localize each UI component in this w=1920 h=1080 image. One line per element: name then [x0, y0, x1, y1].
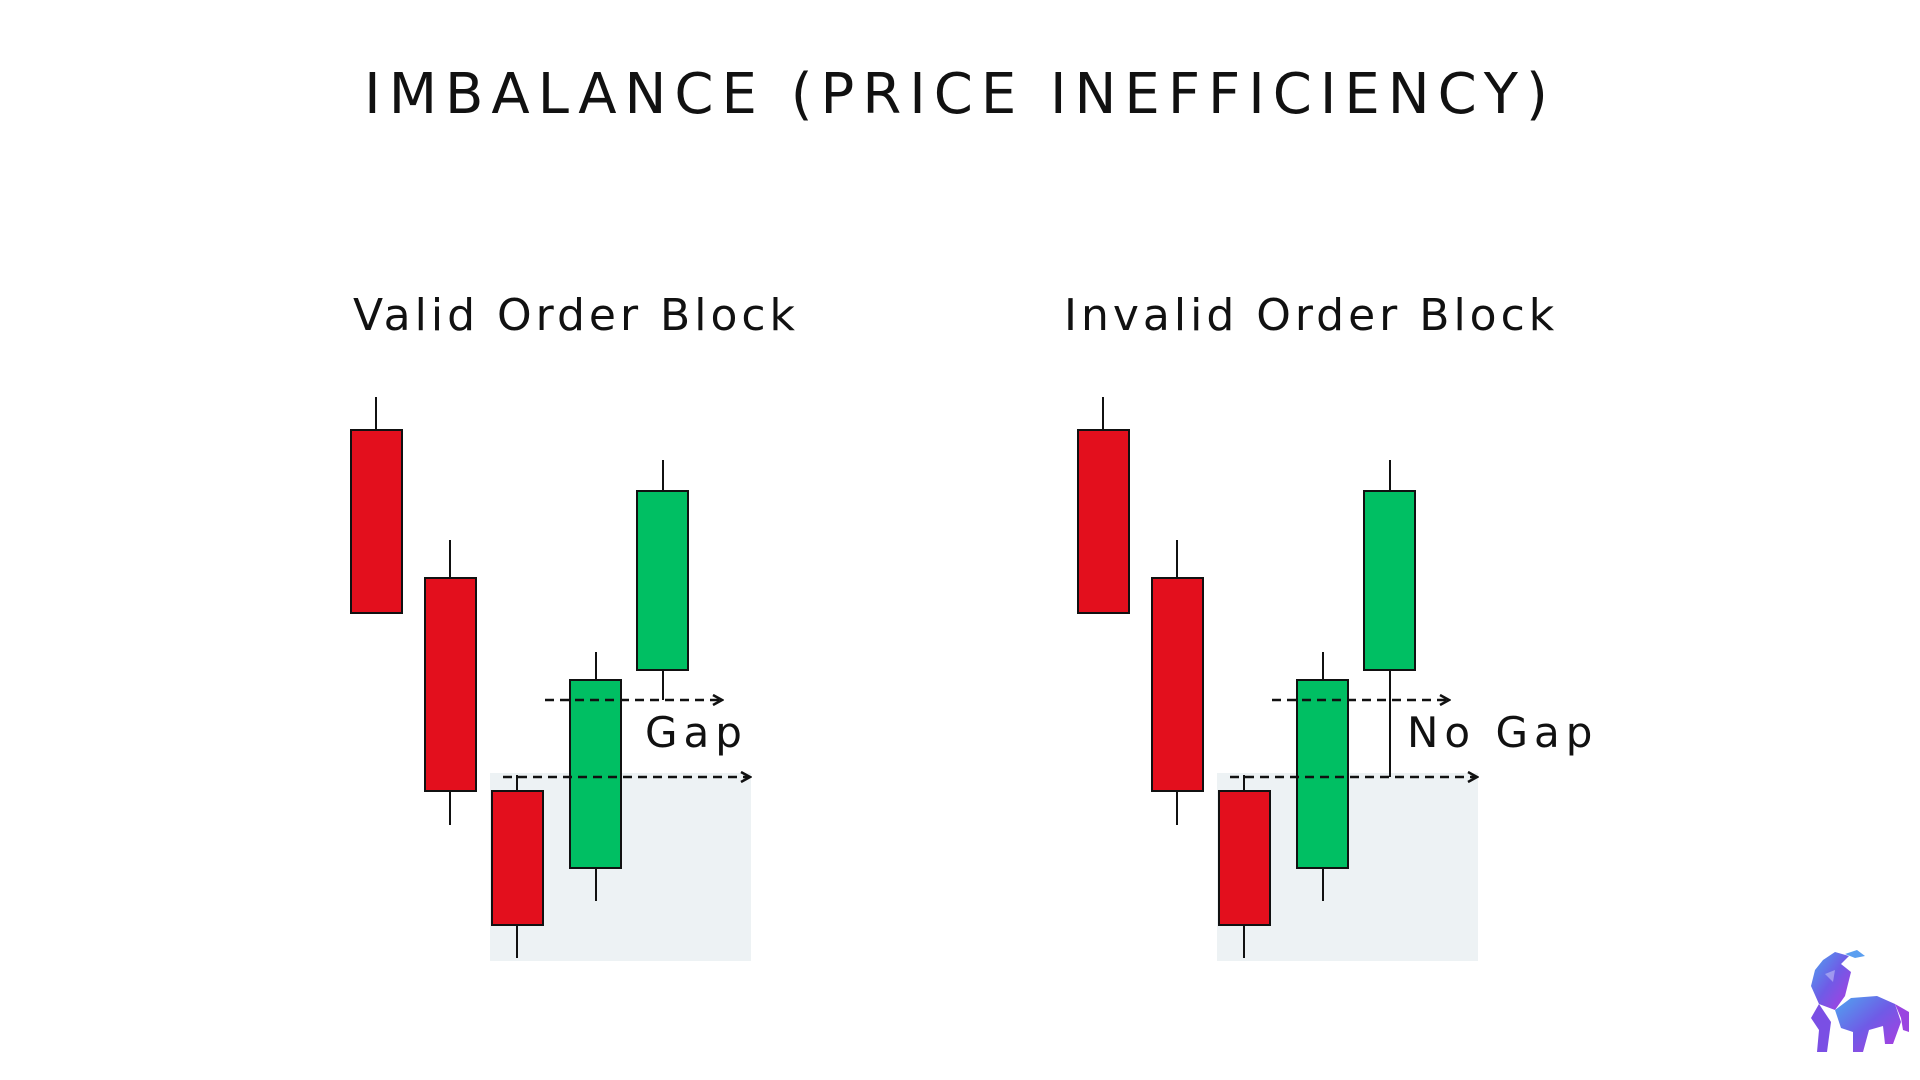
no-gap-annotation: No Gap [1407, 708, 1599, 757]
page-title: IMBALANCE (PRICE INEFFICIENCY) [364, 62, 1556, 127]
bearish-candle [1151, 540, 1204, 825]
invalid-order-block-panel [1077, 397, 1478, 961]
order-block-candle [491, 775, 544, 958]
bearish-candle [424, 540, 477, 825]
valid-order-block-panel [350, 397, 751, 961]
bullish-candle [1363, 460, 1416, 777]
bearish-candle [1077, 397, 1130, 614]
bullish-candle [569, 652, 622, 901]
bearish-candle [350, 397, 403, 614]
valid-order-block-label: Valid Order Block [353, 290, 800, 341]
bullish-candle [636, 460, 689, 700]
bullish-candle [1296, 652, 1349, 901]
order-block-candle [1218, 775, 1271, 958]
invalid-order-block-label: Invalid Order Block [1064, 290, 1559, 341]
gap-annotation: Gap [645, 708, 748, 757]
bull-icon [1811, 950, 1909, 1052]
